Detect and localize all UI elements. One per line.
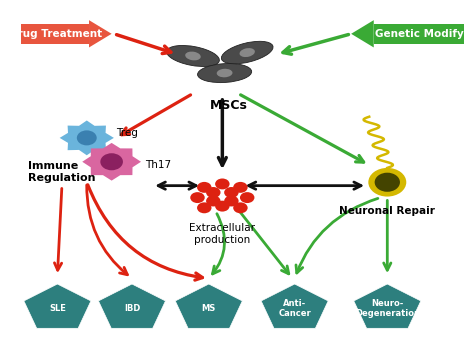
Text: Immune
Regulation: Immune Regulation bbox=[28, 161, 96, 183]
Circle shape bbox=[224, 187, 238, 198]
Text: Genetic Modify: Genetic Modify bbox=[374, 29, 463, 39]
Polygon shape bbox=[82, 143, 141, 181]
Ellipse shape bbox=[217, 69, 233, 77]
Text: SLE: SLE bbox=[49, 304, 66, 313]
Text: IBD: IBD bbox=[124, 304, 140, 313]
Circle shape bbox=[197, 202, 211, 213]
Polygon shape bbox=[89, 20, 112, 47]
Circle shape bbox=[240, 192, 255, 203]
Ellipse shape bbox=[239, 48, 255, 57]
Circle shape bbox=[206, 187, 220, 198]
Circle shape bbox=[374, 173, 400, 192]
Text: Treg: Treg bbox=[116, 128, 138, 138]
Ellipse shape bbox=[166, 45, 219, 66]
Circle shape bbox=[100, 153, 123, 170]
Text: Neuro-
Degeneration: Neuro- Degeneration bbox=[355, 299, 420, 318]
Circle shape bbox=[215, 201, 229, 212]
Polygon shape bbox=[354, 284, 421, 328]
Polygon shape bbox=[21, 24, 89, 44]
Circle shape bbox=[233, 202, 247, 213]
Text: Anti-
Cancer: Anti- Cancer bbox=[278, 299, 311, 318]
Text: MS: MS bbox=[201, 304, 216, 313]
Text: Th17: Th17 bbox=[146, 160, 172, 170]
Circle shape bbox=[368, 168, 406, 196]
Ellipse shape bbox=[221, 41, 273, 64]
Circle shape bbox=[224, 195, 238, 206]
Text: Neuronal Repair: Neuronal Repair bbox=[339, 206, 435, 216]
Polygon shape bbox=[99, 284, 165, 328]
Text: Drug Treatment: Drug Treatment bbox=[9, 29, 102, 39]
Polygon shape bbox=[261, 284, 328, 328]
Circle shape bbox=[206, 195, 220, 206]
Polygon shape bbox=[60, 120, 114, 155]
Polygon shape bbox=[374, 24, 464, 44]
Circle shape bbox=[215, 179, 229, 190]
Text: Extracellular
production: Extracellular production bbox=[189, 223, 255, 245]
Circle shape bbox=[197, 182, 211, 193]
Circle shape bbox=[233, 182, 247, 193]
Circle shape bbox=[190, 192, 205, 203]
Circle shape bbox=[77, 130, 97, 146]
Polygon shape bbox=[24, 284, 91, 328]
Ellipse shape bbox=[185, 52, 201, 61]
Polygon shape bbox=[175, 284, 242, 328]
Ellipse shape bbox=[198, 64, 252, 83]
Text: MSCs: MSCs bbox=[210, 99, 248, 112]
Polygon shape bbox=[351, 20, 374, 47]
